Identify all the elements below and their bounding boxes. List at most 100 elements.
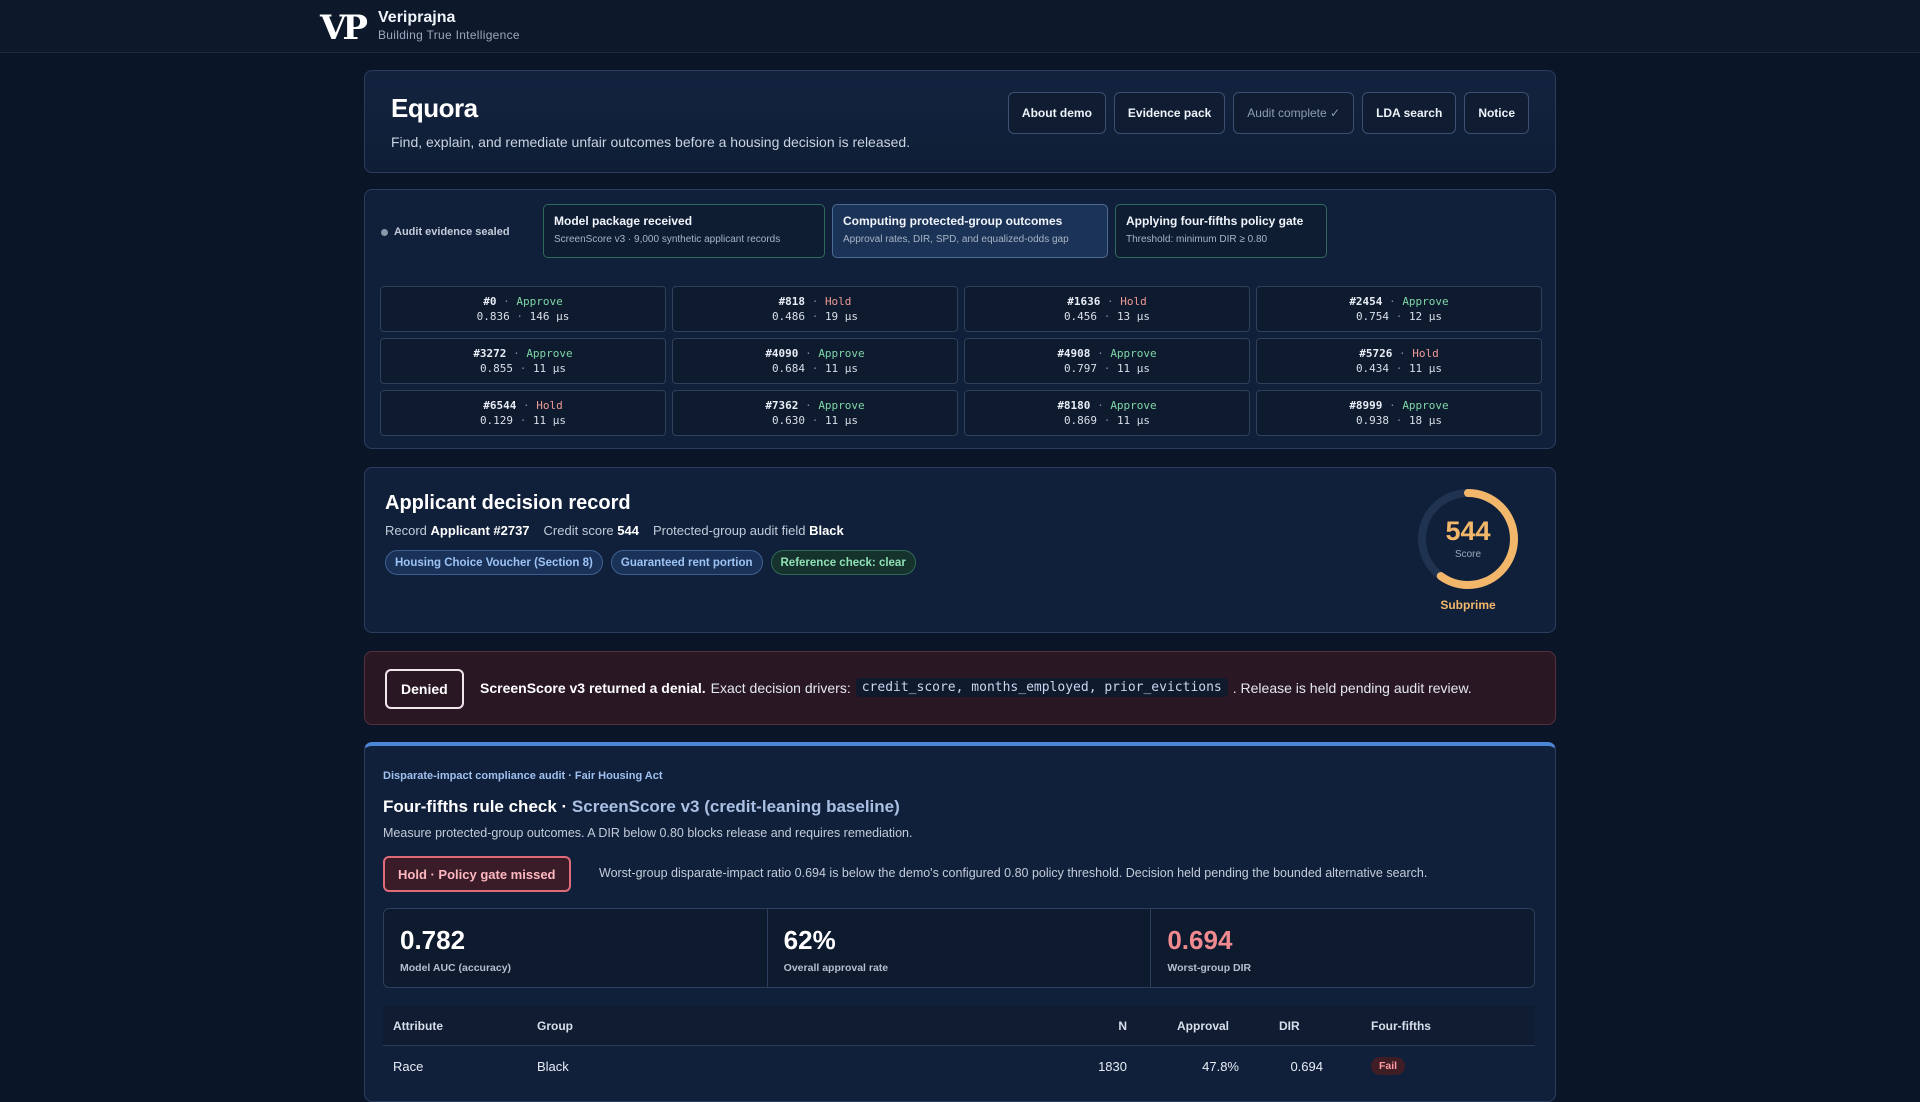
record-decision: Hold (536, 399, 563, 412)
audit-description: Measure protected-group outcomes. A DIR … (383, 826, 913, 840)
col-four-fifths[interactable]: Four-fifths (1371, 1018, 1431, 1033)
record-score: 0.855 (479, 362, 514, 375)
record-value: Applicant #2737 (430, 523, 530, 538)
record-latency: 19 μs (824, 310, 859, 323)
hold-badge: Hold · Policy gate missed (383, 856, 571, 892)
record-decision: Hold (824, 295, 852, 308)
brand[interactable]: VP Veriprajna Building True Intelligence (318, 8, 520, 44)
step-detail: Threshold: minimum DIR ≥ 0.80 (1126, 234, 1268, 245)
record-cell[interactable]: #1636 · Hold 0.456 · 13 μs (964, 286, 1250, 332)
record-score: 0.869 (1063, 414, 1098, 427)
col-approval[interactable]: Approval (1177, 1018, 1230, 1033)
col-n[interactable]: N (1118, 1018, 1127, 1033)
record-decision: Approve (1402, 399, 1449, 412)
audit-field-value: Black (809, 523, 844, 538)
step-computing-outcomes: Computing protected-group outcomes Appro… (832, 204, 1108, 258)
record-score: 0.129 (479, 414, 514, 427)
cell-n: 1830 (1098, 1058, 1127, 1074)
step-detail: Approval rates, DIR, SPD, and equalized-… (843, 234, 1069, 245)
record-id: #4908 (1057, 347, 1091, 360)
record-latency: 12 μs (1408, 310, 1443, 323)
denial-tail: . Release is held pending audit review. (1232, 679, 1472, 696)
table-row[interactable]: Race Black 1830 47.8% 0.694 Fail (383, 1046, 1535, 1086)
separator: · (519, 414, 527, 427)
record-id: #8180 (1057, 399, 1091, 412)
separator: · (1103, 310, 1111, 323)
audit-complete-button[interactable]: Audit complete ✓ (1233, 92, 1355, 134)
record-cell[interactable]: #818 · Hold 0.486 · 19 μs (672, 286, 958, 332)
hold-explanation: Worst-group disparate-impact ratio 0.694… (599, 866, 1428, 880)
separator: · (1103, 362, 1111, 375)
record-cell[interactable]: #0 · Approve 0.836 · 146 μs (380, 286, 666, 332)
record-latency: 146 μs (529, 310, 570, 323)
metric-approval-rate: 62% Overall approval rate (768, 909, 1152, 987)
col-group[interactable]: Group (537, 1018, 573, 1033)
credit-value: 544 (617, 523, 639, 538)
separator: · (523, 399, 530, 412)
about-demo-button[interactable]: About demo (1007, 92, 1106, 134)
evidence-pack-button[interactable]: Evidence pack (1113, 92, 1226, 134)
record-cell[interactable]: #5726 · Hold 0.434 · 11 μs (1256, 338, 1542, 384)
pipeline-card: Audit evidence sealed Model package rece… (364, 189, 1556, 449)
record-score: 0.797 (1063, 362, 1098, 375)
record-latency: 11 μs (1116, 414, 1151, 427)
decision-drivers: credit_score, months_employed, prior_evi… (855, 678, 1228, 697)
record-label: Record (385, 523, 427, 538)
separator: · (805, 399, 812, 412)
denial-lead: ScreenScore v3 returned a denial. (480, 679, 706, 696)
record-cell[interactable]: #4090 · Approve 0.684 · 11 μs (672, 338, 958, 384)
record-cell[interactable]: #3272 · Approve 0.855 · 11 μs (380, 338, 666, 384)
table-header: Attribute Group N Approval DIR Four-fift… (383, 1006, 1535, 1046)
applicant-card: Applicant decision record Record Applica… (364, 467, 1556, 633)
audit-status-label: Audit evidence sealed (394, 226, 510, 238)
credit-label: Credit score (543, 523, 614, 538)
step-model-package: Model package received ScreenScore v3 · … (543, 204, 825, 258)
step-detail: ScreenScore v3 · 9,000 synthetic applica… (554, 234, 781, 245)
audit-eyebrow: Disparate-impact compliance audit · Fair… (383, 770, 663, 782)
denied-badge: Denied (385, 669, 464, 709)
record-cell[interactable]: #7362 · Approve 0.630 · 11 μs (672, 390, 958, 436)
record-score: 0.684 (771, 362, 806, 375)
metric-label: Worst-group DIR (1167, 962, 1252, 974)
fail-badge: Fail (1371, 1057, 1406, 1075)
record-score: 0.836 (476, 310, 510, 323)
record-latency: 11 μs (1408, 362, 1443, 375)
separator: · (811, 362, 819, 375)
audit-status: Audit evidence sealed (381, 226, 510, 238)
record-score: 0.486 (771, 310, 806, 323)
record-cell[interactable]: #8999 · Approve 0.938 · 18 μs (1256, 390, 1542, 436)
record-score: 0.456 (1063, 310, 1098, 323)
record-score: 0.434 (1355, 362, 1390, 375)
metric-auc: 0.782 Model AUC (accuracy) (384, 909, 768, 987)
record-latency: 11 μs (824, 362, 859, 375)
separator: · (1395, 362, 1403, 375)
record-cell[interactable]: #6544 · Hold 0.129 · 11 μs (380, 390, 666, 436)
lda-search-button[interactable]: LDA search (1362, 92, 1457, 134)
record-cell[interactable]: #8180 · Approve 0.869 · 11 μs (964, 390, 1250, 436)
gauge-value: 544 (1445, 516, 1491, 546)
separator: · (503, 295, 510, 308)
record-id: #4090 (765, 347, 799, 360)
separator: · (805, 347, 812, 360)
record-cell[interactable]: #4908 · Approve 0.797 · 11 μs (964, 338, 1250, 384)
status-dot-icon (381, 228, 388, 236)
step-title: Applying four-fifths policy gate (1126, 214, 1304, 228)
record-decision: Approve (1110, 399, 1157, 412)
record-latency: 11 μs (1116, 362, 1151, 375)
separator: · (1097, 399, 1104, 412)
record-cell[interactable]: #2454 · Approve 0.754 · 12 μs (1256, 286, 1542, 332)
audit-field-label: Protected-group audit field (652, 523, 806, 538)
col-dir[interactable]: DIR (1279, 1018, 1300, 1033)
record-id: #7362 (765, 399, 799, 412)
page-subtitle: Find, explain, and remediate unfair outc… (391, 134, 911, 150)
record-id: #6544 (483, 399, 517, 412)
record-id: #0 (483, 295, 497, 308)
separator: · (1107, 295, 1114, 308)
notice-button[interactable]: Notice (1464, 92, 1529, 134)
tag-voucher: Housing Choice Voucher (Section 8) (385, 550, 603, 575)
step-title: Computing protected-group outcomes (843, 214, 1063, 228)
col-attribute[interactable]: Attribute (393, 1018, 443, 1033)
record-latency: 11 μs (532, 362, 567, 375)
separator: · (1389, 399, 1396, 412)
metric-label: Overall approval rate (783, 962, 889, 974)
